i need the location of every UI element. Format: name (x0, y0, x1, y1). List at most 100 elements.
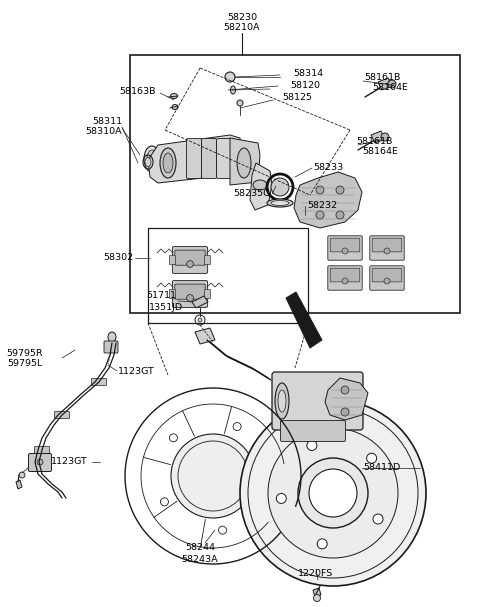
Ellipse shape (230, 86, 236, 94)
FancyBboxPatch shape (372, 238, 402, 252)
Polygon shape (250, 163, 272, 210)
Text: 58163B: 58163B (120, 87, 156, 97)
Ellipse shape (170, 93, 178, 98)
Circle shape (336, 186, 344, 194)
Text: 58311: 58311 (92, 118, 122, 126)
FancyBboxPatch shape (172, 280, 208, 307)
Circle shape (317, 539, 327, 549)
FancyBboxPatch shape (175, 284, 205, 299)
Circle shape (225, 72, 235, 82)
Circle shape (19, 472, 25, 478)
Circle shape (169, 434, 178, 442)
Text: 1123GT: 1123GT (51, 458, 88, 467)
FancyBboxPatch shape (28, 453, 51, 472)
Circle shape (336, 211, 344, 219)
Circle shape (367, 453, 377, 463)
Circle shape (233, 422, 241, 430)
Circle shape (271, 178, 289, 196)
Bar (130, 55, 460, 313)
Ellipse shape (267, 199, 293, 207)
Text: 58243A: 58243A (182, 555, 218, 563)
Circle shape (276, 493, 286, 503)
FancyBboxPatch shape (330, 268, 360, 282)
Text: 1220FS: 1220FS (299, 569, 334, 578)
Circle shape (187, 260, 193, 268)
Polygon shape (286, 292, 322, 348)
Text: 1123GT: 1123GT (118, 367, 155, 376)
Text: 59795L: 59795L (8, 359, 43, 368)
FancyBboxPatch shape (169, 256, 175, 265)
Text: 58230: 58230 (227, 13, 257, 21)
Circle shape (316, 186, 324, 194)
Ellipse shape (147, 150, 157, 168)
FancyBboxPatch shape (187, 138, 202, 178)
Circle shape (307, 441, 317, 450)
FancyBboxPatch shape (370, 266, 404, 290)
FancyBboxPatch shape (92, 379, 107, 385)
Polygon shape (230, 138, 260, 185)
Polygon shape (313, 588, 321, 597)
FancyBboxPatch shape (169, 290, 175, 299)
FancyBboxPatch shape (172, 246, 208, 273)
Text: 58125: 58125 (282, 92, 312, 101)
Ellipse shape (160, 148, 176, 178)
Text: 58314: 58314 (293, 69, 323, 78)
Circle shape (160, 498, 168, 506)
Text: 58310A: 58310A (85, 127, 122, 137)
Text: 58233: 58233 (313, 163, 343, 172)
Ellipse shape (237, 148, 251, 178)
FancyBboxPatch shape (370, 236, 404, 260)
Polygon shape (378, 78, 392, 90)
FancyBboxPatch shape (204, 290, 211, 299)
FancyBboxPatch shape (55, 412, 70, 418)
Circle shape (298, 458, 368, 528)
Circle shape (240, 400, 426, 586)
Text: 58235C: 58235C (233, 189, 270, 198)
Circle shape (264, 480, 272, 487)
Text: 58244: 58244 (185, 543, 215, 552)
FancyBboxPatch shape (204, 256, 211, 265)
FancyBboxPatch shape (216, 138, 231, 178)
FancyBboxPatch shape (328, 236, 362, 260)
Ellipse shape (172, 104, 178, 109)
Text: 58210A: 58210A (224, 22, 260, 32)
Ellipse shape (271, 200, 289, 206)
Circle shape (384, 248, 390, 254)
Polygon shape (268, 426, 301, 506)
FancyBboxPatch shape (330, 238, 360, 252)
Text: 1351JD: 1351JD (149, 302, 183, 311)
Text: 58302: 58302 (103, 254, 133, 262)
Circle shape (384, 278, 390, 284)
Text: 58120: 58120 (290, 81, 320, 89)
Circle shape (237, 100, 243, 106)
Circle shape (388, 80, 396, 88)
Polygon shape (192, 296, 208, 308)
Circle shape (341, 386, 349, 394)
Polygon shape (195, 328, 215, 344)
Text: 51711: 51711 (146, 291, 176, 300)
Circle shape (316, 211, 324, 219)
Circle shape (198, 318, 202, 322)
Text: 59795R: 59795R (6, 348, 43, 358)
FancyBboxPatch shape (175, 250, 205, 265)
Polygon shape (148, 135, 242, 183)
Circle shape (341, 408, 349, 416)
Polygon shape (371, 131, 385, 143)
Circle shape (342, 248, 348, 254)
Ellipse shape (253, 180, 267, 190)
FancyBboxPatch shape (372, 268, 402, 282)
Circle shape (187, 294, 193, 302)
Circle shape (309, 469, 357, 517)
FancyBboxPatch shape (35, 447, 49, 453)
Circle shape (381, 133, 389, 141)
Text: 58161B: 58161B (364, 73, 400, 83)
Polygon shape (294, 172, 362, 228)
Ellipse shape (108, 332, 116, 342)
Text: 58232: 58232 (307, 202, 337, 211)
FancyBboxPatch shape (104, 341, 118, 353)
Ellipse shape (278, 390, 286, 412)
Ellipse shape (163, 153, 173, 173)
Polygon shape (325, 378, 368, 420)
Text: 58161B: 58161B (356, 138, 392, 146)
Ellipse shape (144, 146, 160, 172)
